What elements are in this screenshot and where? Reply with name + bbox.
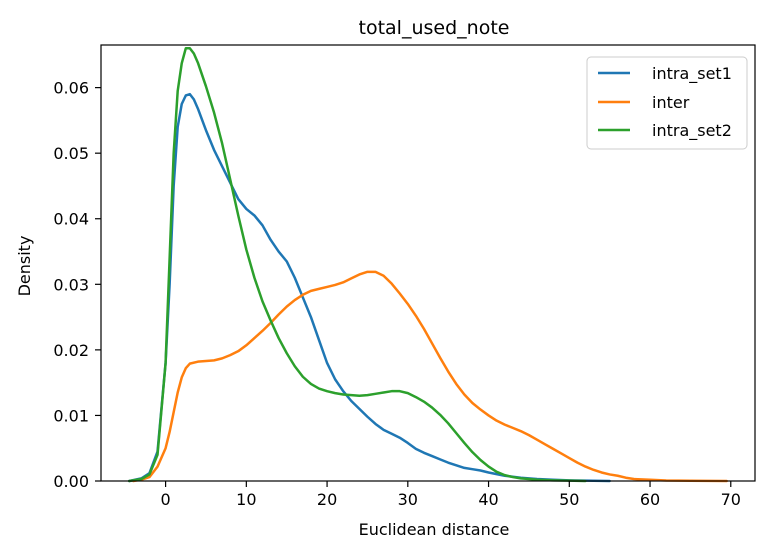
y-tick-label: 0.06 [53,79,89,98]
y-tick-label: 0.04 [53,210,89,229]
x-tick-label: 70 [721,490,741,509]
series-line-intra-set2 [128,47,587,483]
y-tick-label: 0.05 [53,144,89,163]
legend-label-intra-set2: intra_set2 [652,121,732,141]
legend-label-intra-set1: intra_set1 [652,64,732,84]
y-axis-label: Density [15,236,34,297]
axes-layer [100,44,756,482]
legend-label-inter: inter [652,93,690,112]
plot-frame [100,44,756,482]
x-axis-label: Euclidean distance [359,520,510,539]
legend: intra_set1 inter intra_set2 [586,56,748,150]
x-tick-label: 60 [640,490,660,509]
y-tick-label: 0.03 [53,275,89,294]
x-tick-label: 40 [478,490,498,509]
y-tick-label: 0.02 [53,341,89,360]
series-layer [128,47,728,483]
series-line-intra-set1 [128,92,611,483]
series-line-inter [132,270,728,483]
x-tick-label: 50 [559,490,579,509]
y-tick-label: 0.01 [53,406,89,425]
plot-area: 0 10 20 30 40 50 60 70 0.00 0.01 0.02 0.03 0.04 0.05 0… [53,44,756,509]
x-tick-label: 10 [236,490,256,509]
x-tick-label: 30 [398,490,418,509]
x-tick-label: 0 [160,490,170,509]
x-tick-label: 20 [317,490,337,509]
ticks-layer: 0 10 20 30 40 50 60 70 0.00 0.01 0.02 0.03 0.04 0.05 0… [53,79,741,509]
legend-frame [586,56,748,150]
y-tick-label: 0.00 [53,472,89,491]
chart-title: total_used_note [359,17,510,39]
